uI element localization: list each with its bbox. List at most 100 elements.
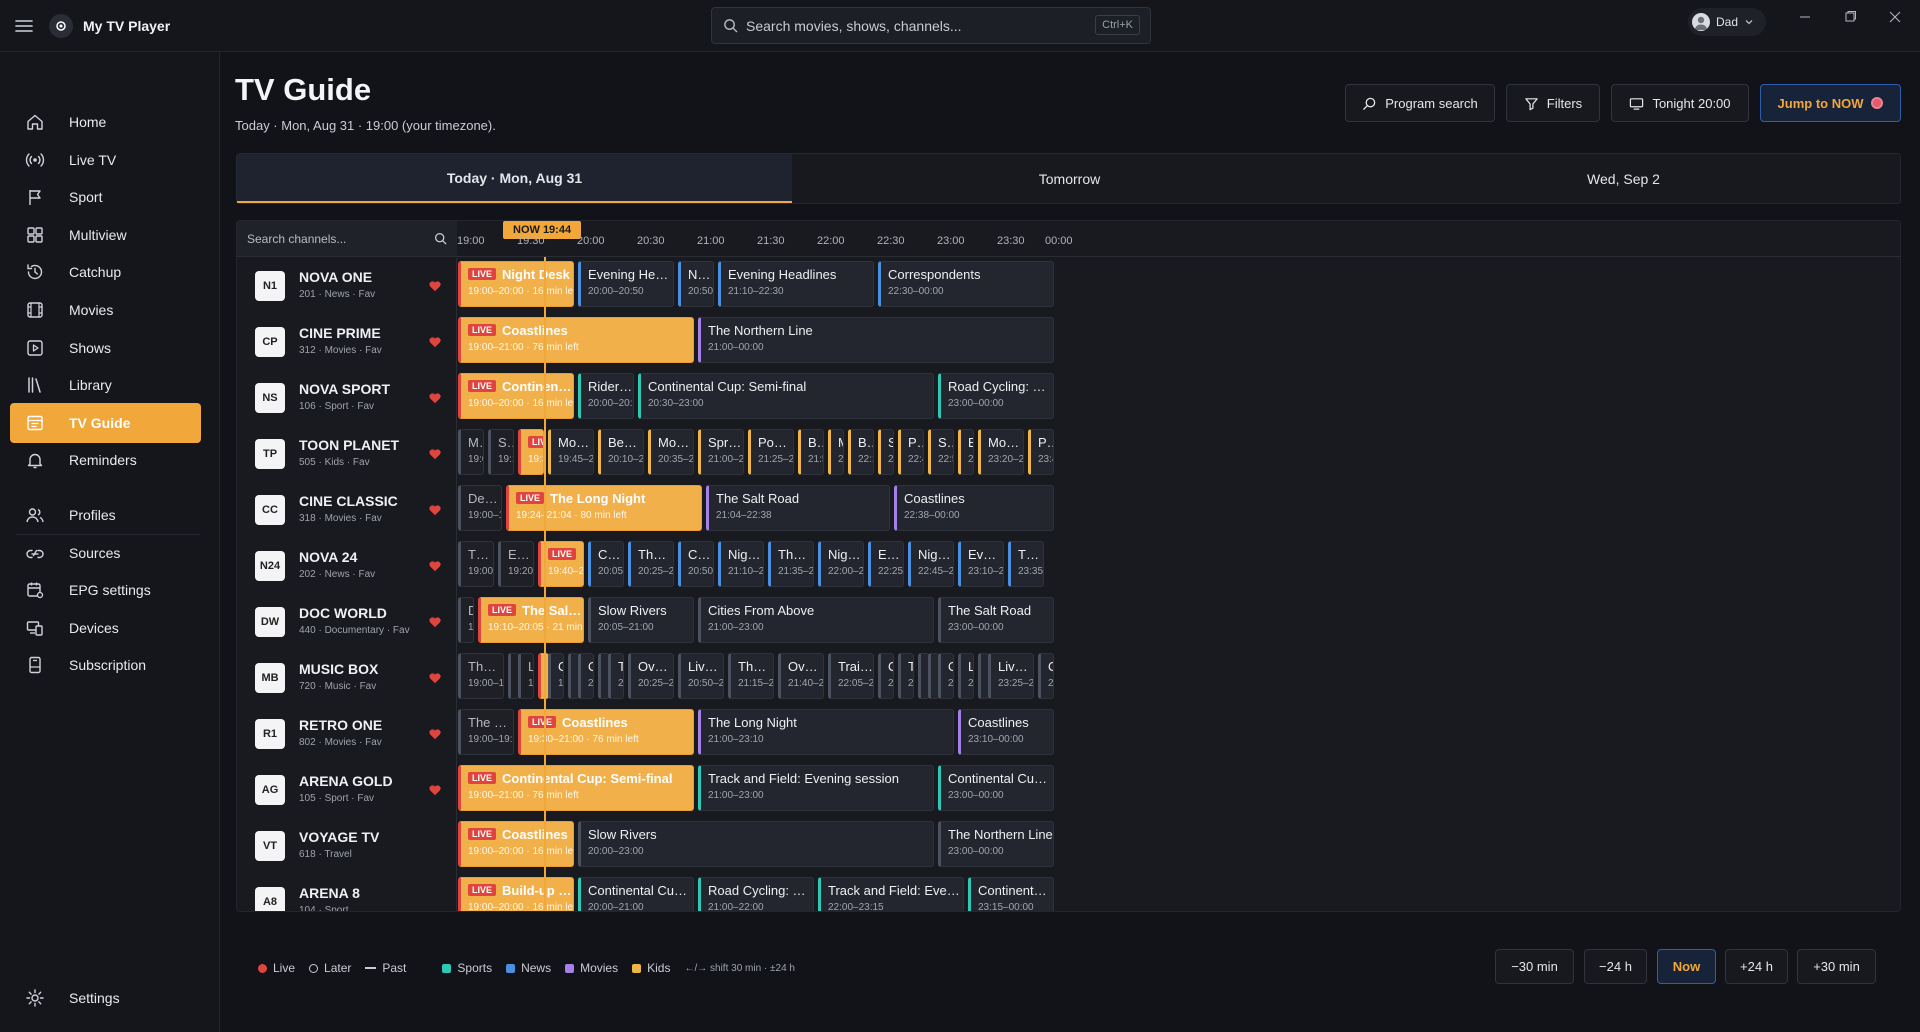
sidebar-item-shows[interactable]: Shows	[10, 328, 201, 368]
minus-30-min-button[interactable]: −30 min	[1495, 949, 1574, 984]
heart-icon[interactable]	[428, 615, 442, 629]
program-block[interactable]: The Salt Road 21:04–22:38	[706, 485, 890, 531]
program-block[interactable]: Night D... 20:50–21:10	[678, 261, 714, 307]
program-block[interactable]: Correspondents 22:30–00:00	[878, 261, 1054, 307]
channel-info[interactable]: A8 ARENA 8 104 · Sport	[237, 874, 457, 911]
program-block[interactable]: The Northern Line 23:00–00:00	[938, 821, 1054, 867]
program-block[interactable]: The Lat... 19:00–19:25	[458, 653, 504, 699]
channel-search[interactable]	[237, 221, 457, 257]
sidebar-item-sources[interactable]: Sources	[10, 533, 201, 573]
program-block[interactable]: Overnight ... 20:25–20:50	[628, 653, 674, 699]
program-block[interactable]: Live Sessions 20:50–21:15	[678, 653, 724, 699]
program-block[interactable]: LIVE Night Desk 19:00–20:00 · 16 min left	[458, 261, 574, 307]
filters-button[interactable]: Filters	[1506, 84, 1600, 122]
sidebar-item-devices[interactable]: Devices	[10, 608, 201, 648]
program-block[interactable]: Bedt... 22:15–...	[848, 429, 874, 475]
channel-info[interactable]: CP CINE PRIME 312 · Movies · Fav	[237, 314, 457, 370]
program-block[interactable]: Li... 19...	[518, 653, 534, 699]
program-block[interactable]: The Long ... 19:00–19:30	[458, 709, 514, 755]
sidebar-item-reminders[interactable]: Reminders	[10, 440, 201, 480]
heart-icon[interactable]	[428, 783, 442, 797]
program-block[interactable]: The Northern Line 21:00–00:00	[698, 317, 1054, 363]
program-block[interactable]: LIVE Build-up and team news 19:00–20:00 · …	[458, 877, 574, 911]
now-button[interactable]: Now	[1657, 949, 1716, 984]
program-block[interactable]: Rider's Diary 20:00–20:30	[578, 373, 634, 419]
program-block[interactable]: LIVE The Long Night 19:24–21:04 · 80 min l…	[506, 485, 702, 531]
program-block[interactable]: LIVE Continental Cup: Semi-final 19:00–20:…	[458, 373, 574, 419]
program-block[interactable]: LIVE Continental Cup: Semi-final 19:00–21:…	[458, 765, 694, 811]
channel-info[interactable]: DW DOC WORLD 440 · Documentary · Fav	[237, 594, 457, 650]
program-block[interactable]: Slow Rivers 20:05–21:00	[588, 597, 694, 643]
sidebar-item-epg-settings[interactable]: EPG settings	[10, 570, 201, 610]
tab-wed-sep-2[interactable]: Wed, Sep 2	[1587, 170, 1660, 187]
sidebar-item-tv-guide[interactable]: TV Guide	[10, 403, 201, 443]
program-block[interactable]: The Salt Road 23:00–00:00	[938, 597, 1054, 643]
program-block[interactable]: Night Desk 21:10–21:35	[718, 541, 764, 587]
program-block[interactable]: Corresp... 20:05–20:25	[588, 541, 624, 587]
program-block[interactable]: Evening Headlines 21:10–22:30	[718, 261, 874, 307]
program-block[interactable]: Corresp... 20:50–21:10	[678, 541, 714, 587]
program-block[interactable]: Continental Cup: Semi-final 20:00–21:00	[578, 877, 694, 911]
channel-info[interactable]: NS NOVA SPORT 106 · Sport · Fav	[237, 370, 457, 426]
sidebar-item-sport[interactable]: Sport	[10, 177, 201, 217]
channel-info[interactable]: CC CINE CLASSIC 318 · Movies · Fav	[237, 482, 457, 538]
program-block[interactable]: Night Desk 22:00–22:25	[818, 541, 864, 587]
minimize-icon[interactable]	[1794, 8, 1816, 26]
program-block[interactable]: Eve... 19:20–19:40	[498, 541, 534, 587]
program-block[interactable]: M... 19:00–...	[458, 429, 484, 475]
sidebar-item-catchup[interactable]: Catchup	[10, 252, 201, 292]
menu-icon[interactable]	[12, 14, 36, 38]
program-block[interactable]: LIVE Coastlines 19:30–21:00 · 76 min left	[518, 709, 694, 755]
plus-24-h-button[interactable]: +24 h	[1725, 949, 1788, 984]
channel-info[interactable]: AG ARENA GOLD 105 · Sport · Fav	[237, 762, 457, 818]
program-block[interactable]: O... 23...	[1038, 653, 1054, 699]
channel-info[interactable]: N1 NOVA ONE 201 · News · Fav	[237, 258, 457, 314]
heart-icon[interactable]	[428, 559, 442, 573]
heart-icon[interactable]	[428, 671, 442, 685]
sidebar-item-live-tv[interactable]: Live TV	[10, 140, 201, 180]
sidebar-item-subscription[interactable]: Subscription	[10, 645, 201, 685]
program-search-button[interactable]: Program search	[1345, 84, 1495, 122]
program-block[interactable]: O... 22...	[878, 653, 894, 699]
heart-icon[interactable]	[428, 335, 442, 349]
program-block[interactable]: Evening Headlines 20:00–20:50	[578, 261, 674, 307]
user-menu[interactable]: Dad	[1688, 8, 1766, 36]
program-block[interactable]: Evening He... 23:10–23:35	[958, 541, 1004, 587]
program-block[interactable]: D... 19...	[458, 597, 474, 643]
program-block[interactable]: Bedtime Bl... 20:10–20:35	[598, 429, 644, 475]
channel-info[interactable]: R1 RETRO ONE 802 · Movies · Fav	[237, 706, 457, 762]
heart-icon[interactable]	[428, 391, 442, 405]
channel-info[interactable]: TP TOON PLANET 505 · Kids · Fav	[237, 426, 457, 482]
program-block[interactable]: T... 22...	[898, 653, 914, 699]
program-block[interactable]: Evening... 22:25–22:45	[868, 541, 904, 587]
program-block[interactable]: The Lon... 23:35–23:55	[1008, 541, 1044, 587]
program-block[interactable]: Pock... 22:40–...	[898, 429, 924, 475]
close-icon[interactable]	[1884, 8, 1906, 26]
program-block[interactable]: Pock... 23:45–...	[1028, 429, 1054, 475]
program-block[interactable]: LIVE Coastlines 19:00–20:00 · 16 min left	[458, 821, 574, 867]
program-block[interactable]: Overnight ... 21:40–22:05	[778, 653, 824, 699]
tab-today[interactable]: Today · Mon, Aug 31	[237, 154, 792, 203]
sidebar-item-library[interactable]: Library	[10, 365, 201, 405]
program-block[interactable]: B... 23...	[958, 429, 974, 475]
program-block[interactable]: O... 23...	[938, 653, 954, 699]
program-block[interactable]: Morning Bl... 19:45–20:10	[548, 429, 594, 475]
program-block[interactable]: Spro... 22:55–...	[928, 429, 954, 475]
program-block[interactable]: O... 19...	[548, 653, 564, 699]
program-block[interactable]: Pocket Pilots 21:25–21:50	[748, 429, 794, 475]
heart-icon[interactable]	[428, 279, 442, 293]
program-block[interactable]: The... 19:00–19:20	[458, 541, 494, 587]
program-block[interactable]: Live Sessions 23:25–23:50	[988, 653, 1034, 699]
tab-tomorrow[interactable]: Tomorrow	[1038, 170, 1101, 187]
sidebar-item-multiview[interactable]: Multiview	[10, 215, 201, 255]
heart-icon[interactable]	[428, 447, 442, 461]
program-block[interactable]: Continental Cup: Semi-fi... 23:15–00:00	[968, 877, 1054, 911]
heart-icon[interactable]	[428, 727, 442, 741]
program-block[interactable]: Night Desk 22:45–23:10	[908, 541, 954, 587]
program-block[interactable]: Trailers 22:05–22:30	[828, 653, 874, 699]
jump-to-now-button[interactable]: Jump to NOW	[1760, 84, 1901, 122]
program-block[interactable]: Sprout Stre... 21:00–21:25	[698, 429, 744, 475]
minus-24-h-button[interactable]: −24 h	[1584, 949, 1647, 984]
sidebar-item-home[interactable]: Home	[10, 102, 201, 142]
program-block[interactable]: LIVE 19:30–...	[518, 429, 544, 475]
